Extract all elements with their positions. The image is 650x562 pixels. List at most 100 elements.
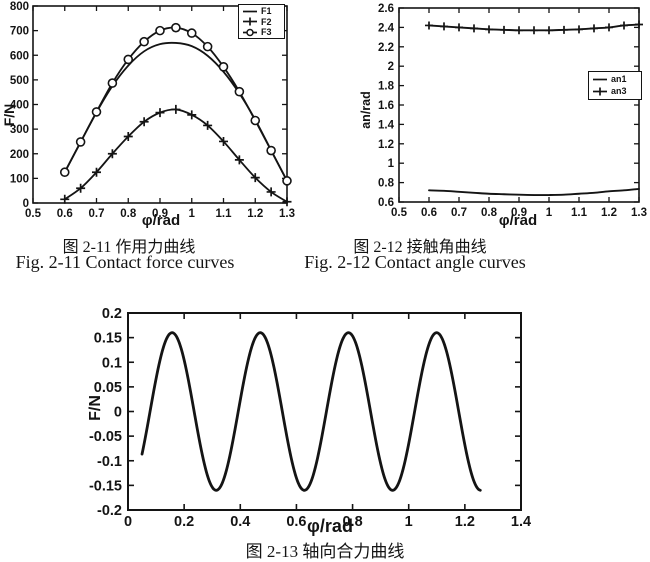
x-tick-label: 1.2 xyxy=(247,208,263,220)
y-tick-label: 0.8 xyxy=(378,178,395,190)
x-tick-label: 1 xyxy=(405,514,413,530)
y-tick-label: 700 xyxy=(10,26,29,38)
plus-marker xyxy=(92,167,101,177)
x-tick-label: 1.3 xyxy=(279,208,295,220)
fig2-x-axis-label: φ/rad xyxy=(498,212,538,229)
plus-marker xyxy=(107,149,117,159)
plus-marker xyxy=(500,25,508,34)
y-tick-label: 1.4 xyxy=(378,119,395,131)
y-tick-label: 500 xyxy=(10,75,29,87)
plus-marker xyxy=(266,187,276,197)
plus-marker xyxy=(219,136,228,146)
y-tick-label: 2 xyxy=(388,61,394,73)
circle-marker-icon xyxy=(243,28,257,36)
y-tick-label: 1 xyxy=(388,158,395,170)
y-tick-label: 1.6 xyxy=(378,100,394,112)
y-tick-label: -0.1 xyxy=(97,454,122,470)
x-tick-label: 0.8 xyxy=(342,514,362,530)
x-tick-label: 0 xyxy=(124,514,132,530)
plus-marker xyxy=(123,132,133,142)
x-tick-label: 0.5 xyxy=(391,207,408,219)
series-curve-F3 xyxy=(63,26,288,182)
circle-marker xyxy=(107,78,118,88)
plus-marker xyxy=(560,25,568,34)
x-tick-label: 1 xyxy=(189,208,196,220)
fig1-legend-row-f3: F3 xyxy=(242,27,284,38)
plus-marker-icon xyxy=(243,17,257,26)
x-tick-label: 0.8 xyxy=(120,208,137,220)
fig1-legend-label-f3: F3 xyxy=(261,27,272,38)
figure-plot-1: 0.5 0.6 0.7 0.8 0.9 1 1.1 1.2 1.3 0 100 200 300 400 50… xyxy=(10,1,295,220)
x-tick-label: 1.2 xyxy=(455,514,475,530)
plus-marker xyxy=(530,26,538,35)
circle-marker xyxy=(266,145,276,156)
fig2-caption-chinese: 图 2-12 接触角曲线 xyxy=(353,239,487,256)
y-tick-label: 0 xyxy=(23,198,29,210)
y-tick-label: 300 xyxy=(10,124,29,136)
y-tick-label: 0.2 xyxy=(102,306,122,322)
y-tick-label: 600 xyxy=(10,50,29,62)
fig1-y-axis-label: F/N xyxy=(1,103,17,127)
plus-marker xyxy=(605,23,613,32)
y-tick-label: 800 xyxy=(10,1,29,13)
circle-marker xyxy=(59,167,70,178)
x-tick-label: 1.1 xyxy=(216,208,233,220)
series-curve-axial-resultant-force xyxy=(140,331,482,492)
circle-marker xyxy=(75,137,86,147)
plus-marker xyxy=(470,24,478,33)
line-sample-icon xyxy=(243,10,257,13)
fig1-legend-label-f1: F1 xyxy=(261,6,272,17)
x-tick-label: 1.2 xyxy=(601,207,617,219)
y-tick-label: 0 xyxy=(114,405,122,421)
fig1-legend: F1 F2 F3 xyxy=(238,4,285,39)
fig2-legend-row-an3: an3 xyxy=(592,85,641,97)
fig2-legend-row-an1: an1 xyxy=(592,73,641,85)
fig1-x-axis-label: φ/rad xyxy=(141,212,181,229)
circle-marker xyxy=(202,41,213,52)
fig1-legend-row-f2: F2 xyxy=(242,17,284,28)
y-tick-label: -0.15 xyxy=(89,478,122,494)
circle-marker xyxy=(250,115,261,126)
y-tick-label: 2.4 xyxy=(378,22,395,34)
x-tick-label: 1.4 xyxy=(511,514,531,530)
plot-frame xyxy=(398,7,640,203)
y-tick-label: 2.2 xyxy=(378,42,394,54)
y-tick-label: 1.8 xyxy=(378,81,395,93)
plus-marker xyxy=(250,173,260,183)
circle-marker xyxy=(139,36,149,47)
x-tick-label: 0.6 xyxy=(421,207,437,219)
plot-frame xyxy=(127,312,522,511)
plus-marker xyxy=(282,197,292,207)
plus-marker xyxy=(620,21,628,30)
plus-marker xyxy=(455,23,463,32)
figure-plot-2: 0.5 0.6 0.7 0.8 0.9 1 1.1 1.2 1.30.60.811.21.41.… xyxy=(378,3,647,219)
x-tick-label: 0.7 xyxy=(89,208,105,220)
y-tick-label: 2.6 xyxy=(378,3,394,15)
y-tick-label: -0.2 xyxy=(97,503,122,519)
plus-marker xyxy=(76,183,86,193)
x-tick-label: 0.5 xyxy=(25,208,42,220)
fig2-caption-english: Fig. 2-12 Contact angle curves xyxy=(304,252,526,272)
line-sample-icon xyxy=(593,78,607,80)
fig2-legend-label-an1: an1 xyxy=(611,74,627,84)
plus-marker xyxy=(485,25,493,34)
x-tick-label: 0.6 xyxy=(57,208,73,220)
fig2-y-axis-label: an/rad xyxy=(359,91,373,129)
plus-marker xyxy=(590,24,598,33)
fig1-legend-label-f2: F2 xyxy=(261,16,272,27)
y-tick-label: 200 xyxy=(10,149,29,161)
y-tick-label: 400 xyxy=(10,100,29,112)
plus-marker xyxy=(234,155,244,165)
plus-marker xyxy=(515,26,523,35)
y-tick-label: 0.1 xyxy=(102,355,122,371)
plus-marker xyxy=(171,104,181,114)
x-tick-label: 0.7 xyxy=(451,207,467,219)
plus-marker xyxy=(139,117,149,127)
x-tick-label: 1.3 xyxy=(631,207,647,219)
plus-marker-icon xyxy=(593,87,607,95)
plus-marker xyxy=(203,120,213,130)
plus-marker xyxy=(60,194,70,204)
circle-marker xyxy=(218,62,229,72)
plus-marker xyxy=(155,108,165,118)
